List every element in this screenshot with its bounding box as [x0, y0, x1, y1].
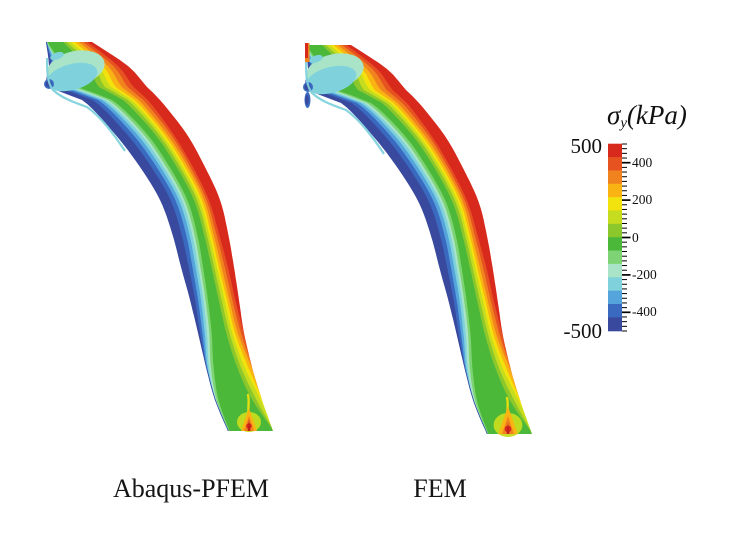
colorbar-tick-label: 200	[632, 192, 653, 208]
colorbar-title: σy(kPa)	[607, 100, 750, 133]
fem-beam-contour-plot	[303, 43, 532, 437]
colorbar	[608, 143, 631, 332]
colorbar-tick-label: 0	[632, 229, 639, 245]
panel-label-fem: FEM	[413, 474, 467, 503]
colorbar-units: (kPa)	[626, 100, 687, 130]
colorbar-min-label: -500	[563, 319, 603, 343]
sigma-symbol: σ	[607, 100, 621, 130]
colorbar-max-label: 500	[570, 134, 603, 158]
colorbar-tick-label: 400	[632, 154, 653, 170]
panel-label-abaqus-pfem: Abaqus-PFEM	[112, 474, 269, 503]
pfem-beam-contour-plot	[44, 42, 274, 432]
sigma-subscript: y	[620, 115, 627, 132]
colorbar-tick-label: -200	[632, 266, 657, 282]
colorbar-tick-label: -400	[632, 304, 657, 320]
